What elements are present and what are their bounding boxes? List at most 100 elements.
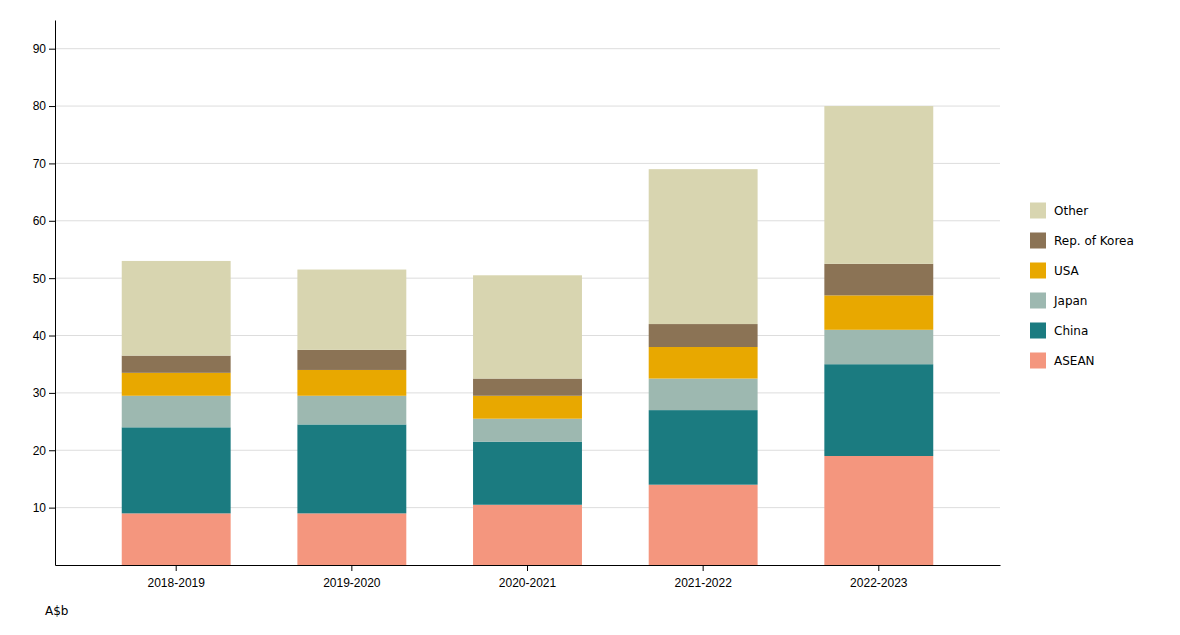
y-tick-mark: [49, 336, 55, 337]
legend-label: Rep. of Korea: [1054, 234, 1134, 248]
bar-segment: [824, 364, 933, 456]
legend-swatch: [1030, 293, 1046, 309]
legend-swatch: [1030, 353, 1046, 369]
bar-segment: [473, 379, 582, 396]
legend-swatch: [1030, 323, 1046, 339]
y-tick: 70: [33, 157, 55, 171]
y-tick: 20: [33, 444, 55, 458]
plot: 2018-2019 2019-2020 2020-2021 2021-2022 2022…: [33, 21, 1001, 591]
bar-segment: [297, 513, 406, 565]
legend-label: USA: [1054, 264, 1080, 278]
x-tick-label: 2018-2019: [148, 576, 206, 590]
y-tick-mark: [49, 450, 55, 451]
bar-segment: [122, 427, 231, 513]
x-tick-mark: [878, 565, 879, 571]
y-tick-label: 80: [33, 99, 47, 113]
y-tick-label: 30: [33, 386, 47, 400]
y-tick-mark: [49, 106, 55, 107]
y-tick-mark: [49, 221, 55, 222]
x-tick-mark: [351, 565, 352, 571]
bar-segment: [122, 356, 231, 373]
y-tick: 30: [33, 386, 55, 400]
bar-segment: [473, 275, 582, 378]
bar-segment: [122, 261, 231, 356]
bar-segment: [297, 350, 406, 370]
legend-item: USA: [1030, 263, 1080, 279]
legend-swatch: [1030, 263, 1046, 279]
bar-segment: [824, 456, 933, 565]
x-tick: 2018-2019: [148, 565, 206, 590]
bar-segment: [649, 324, 758, 347]
bar-segment: [473, 419, 582, 442]
y-tick-mark: [49, 508, 55, 509]
bar-segment: [473, 505, 582, 565]
x-tick-mark: [527, 565, 528, 571]
y-tick-mark: [49, 393, 55, 394]
legend-label: China: [1054, 324, 1088, 338]
y-tick-label: 20: [33, 444, 47, 458]
bars: [122, 106, 934, 565]
y-tick-label: 70: [33, 157, 47, 171]
y-axis: 10 20 30 40 50 60 70 80 90: [33, 21, 56, 566]
bar-segment: [649, 410, 758, 485]
legend-label: Other: [1054, 204, 1088, 218]
legend-swatch: [1030, 203, 1046, 219]
y-tick: 80: [33, 99, 55, 113]
bar-segment: [473, 396, 582, 419]
legend: Other Rep. of Korea USA Japan China ASEAN: [1030, 203, 1134, 369]
y-tick: 90: [33, 42, 55, 56]
x-axis: 2018-2019 2019-2020 2020-2021 2021-2022 2022…: [56, 565, 1001, 590]
y-axis-label: A$b: [45, 604, 68, 618]
bar-segment: [473, 442, 582, 505]
legend-item: Rep. of Korea: [1030, 233, 1134, 249]
legend-swatch: [1030, 233, 1046, 249]
y-axis-line: [55, 21, 56, 566]
bar-segment: [297, 396, 406, 425]
x-tick-label: 2021-2022: [674, 576, 732, 590]
bar-segment: [649, 169, 758, 324]
x-tick: 2021-2022: [674, 565, 732, 590]
x-tick: 2022-2023: [850, 565, 908, 590]
x-tick-mark: [703, 565, 704, 571]
y-tick-mark: [49, 163, 55, 164]
y-tick-mark: [49, 278, 55, 279]
bar-segment: [649, 347, 758, 379]
x-tick: 2019-2020: [323, 565, 381, 590]
chart: 2018-2019 2019-2020 2020-2021 2021-2022 2022…: [0, 0, 1180, 635]
bar-segment: [824, 330, 933, 364]
y-tick: 10: [33, 501, 55, 515]
legend-item: Other: [1030, 203, 1088, 219]
y-tick-label: 10: [33, 501, 47, 515]
y-tick: 50: [33, 271, 55, 285]
x-tick-label: 2019-2020: [323, 576, 381, 590]
y-tick-label: 60: [33, 214, 47, 228]
legend-item: China: [1030, 323, 1088, 339]
bar-segment: [297, 424, 406, 513]
series: [122, 364, 934, 513]
legend-item: Japan: [1030, 293, 1087, 309]
y-tick-label: 50: [33, 271, 47, 285]
bar-segment: [297, 270, 406, 350]
y-tick: 40: [33, 329, 55, 343]
bar-segment: [297, 370, 406, 396]
y-tick: 60: [33, 214, 55, 228]
bar-segment: [824, 264, 933, 296]
x-tick: 2020-2021: [499, 565, 557, 590]
y-tick-label: 40: [33, 329, 47, 343]
x-tick-label: 2020-2021: [499, 576, 557, 590]
legend-item: ASEAN: [1030, 353, 1095, 369]
bar-segment: [122, 513, 231, 565]
bar-segment: [824, 295, 933, 329]
x-tick-label: 2022-2023: [850, 576, 908, 590]
grid-line: [55, 48, 1000, 49]
bar-segment: [649, 379, 758, 411]
bar-segment: [122, 396, 231, 428]
bar-segment: [122, 373, 231, 396]
legend-label: ASEAN: [1054, 354, 1095, 368]
bar-segment: [649, 485, 758, 565]
x-tick-mark: [176, 565, 177, 571]
legend-label: Japan: [1053, 294, 1087, 308]
series: [122, 264, 934, 396]
bar-segment: [824, 106, 933, 264]
y-tick-mark: [49, 49, 55, 50]
